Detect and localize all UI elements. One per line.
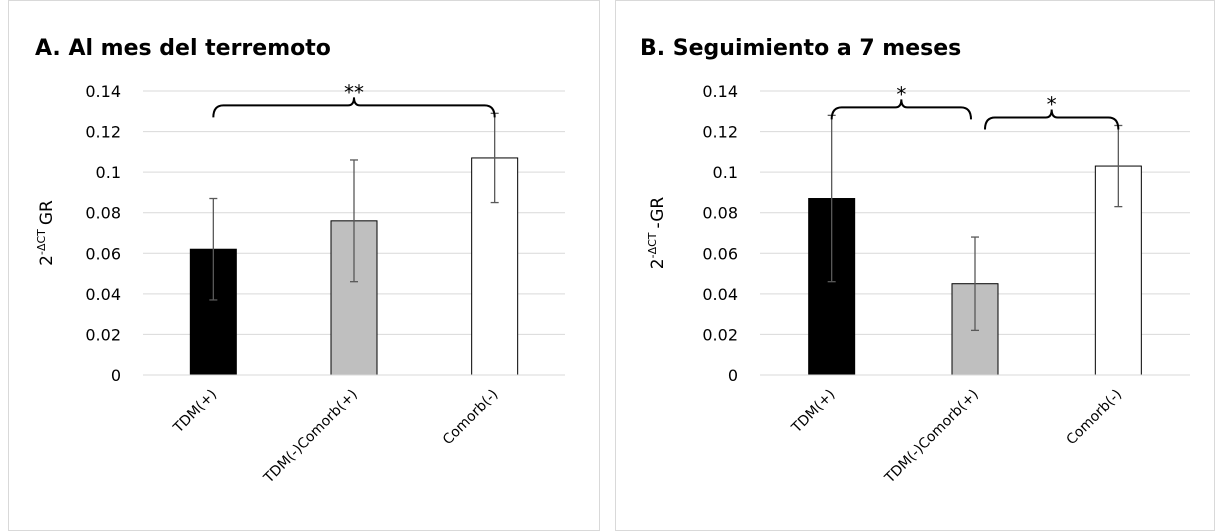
y-label-base: 2 bbox=[37, 255, 57, 266]
chart-title: A. Al mes del terremoto bbox=[35, 36, 331, 61]
chart-title: B. Seguimiento a 7 meses bbox=[640, 36, 961, 61]
significance-label: * bbox=[896, 82, 906, 106]
y-tick-label: 0.02 bbox=[702, 325, 738, 344]
y-tick-label: 0.02 bbox=[85, 325, 121, 344]
y-tick-label: 0.04 bbox=[85, 285, 121, 304]
y-tick-label: 0.1 bbox=[96, 163, 121, 182]
significance-bracket bbox=[984, 109, 1120, 130]
y-tick-label: 0.04 bbox=[702, 285, 738, 304]
error-bar bbox=[971, 236, 979, 332]
significance-bracket bbox=[830, 99, 972, 120]
error-bar bbox=[209, 197, 218, 301]
y-label-sup: -ΔCT bbox=[35, 229, 48, 255]
y-tick-label: 0.06 bbox=[702, 244, 738, 263]
y-axis-label: 2-ΔCT GR bbox=[35, 200, 57, 266]
y-label-text: -GR bbox=[648, 197, 668, 229]
y-label-text: GR bbox=[37, 200, 57, 225]
significance-label: * bbox=[1047, 92, 1057, 116]
y-tick-label: 0.14 bbox=[85, 82, 121, 101]
y-tick-label: 0.14 bbox=[702, 82, 738, 101]
y-tick-label: 0.12 bbox=[702, 123, 738, 142]
error-bar bbox=[350, 159, 358, 283]
y-label-sup: -ΔCT bbox=[646, 232, 659, 258]
y-label-base: 2 bbox=[648, 258, 668, 269]
y-tick-label: 0.08 bbox=[85, 204, 121, 223]
y-tick-label: 0.06 bbox=[85, 244, 121, 263]
significance-bracket bbox=[212, 97, 496, 118]
y-tick-label: 0 bbox=[111, 366, 121, 385]
y-tick-label: 0.12 bbox=[85, 123, 121, 142]
significance-label: ** bbox=[344, 80, 364, 104]
y-tick-label: 0 bbox=[728, 366, 738, 385]
y-tick-label: 0.08 bbox=[702, 204, 738, 223]
y-tick-label: 0.1 bbox=[713, 163, 738, 182]
y-axis-label: 2-ΔCT -GR bbox=[646, 197, 668, 270]
